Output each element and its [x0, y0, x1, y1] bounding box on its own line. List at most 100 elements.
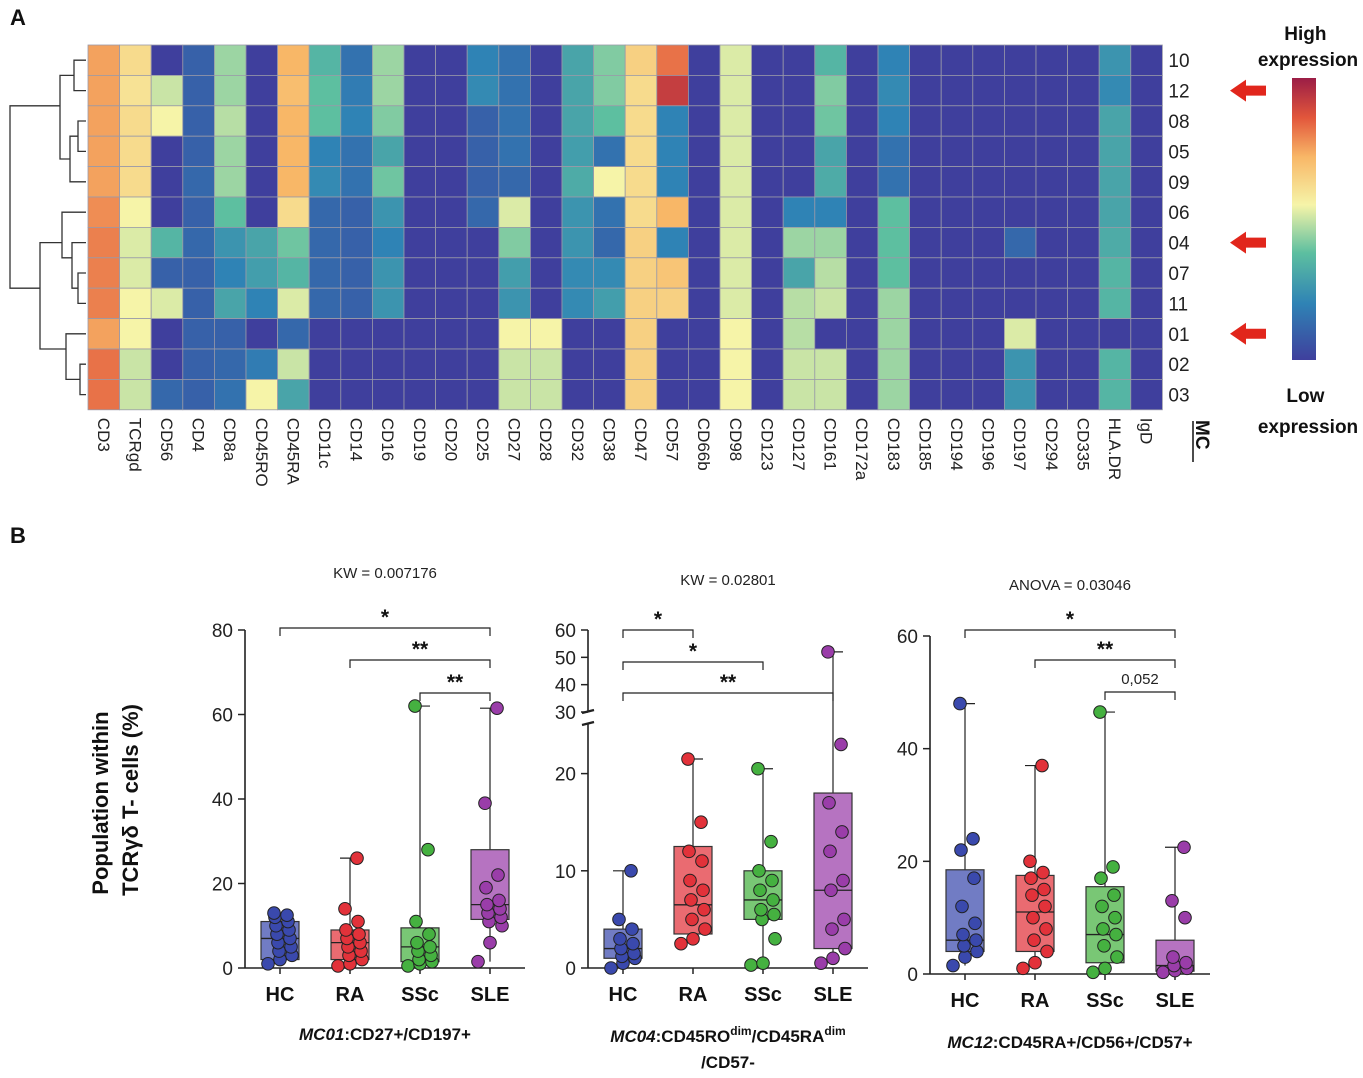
heatmap-cell — [846, 135, 879, 167]
heatmap-column-label: CD4 — [189, 418, 208, 452]
panel-x-label-rest: :CD27+/CD197+ — [344, 1025, 471, 1044]
heatmap-cell — [308, 44, 342, 76]
panel-title: ANOVA = 0.03046 — [1009, 577, 1131, 594]
significance-label: 0,052 — [1121, 671, 1159, 688]
heatmap-cell — [782, 318, 816, 350]
y-axis-label-line1: Population within — [88, 711, 113, 894]
heatmap-cell — [688, 196, 721, 228]
heatmap-column-label: CD11c — [315, 418, 334, 469]
heatmap-cell — [498, 105, 531, 137]
significance-label: ** — [447, 671, 464, 694]
heatmap-cell — [909, 135, 942, 167]
x-tick-label: SSc — [401, 984, 439, 1006]
heatmap-cell — [1004, 348, 1037, 380]
data-point — [1023, 854, 1037, 869]
heatmap-cell — [213, 257, 247, 289]
heatmap-cell — [1098, 318, 1132, 350]
data-point — [1108, 910, 1122, 925]
data-point — [478, 796, 492, 811]
heatmap-cell — [1035, 75, 1069, 107]
data-point — [612, 912, 626, 927]
panel-a-label: A — [10, 5, 26, 30]
heatmap-cell — [624, 135, 658, 167]
heatmap-cell — [403, 166, 437, 198]
data-point — [261, 956, 275, 971]
data-point — [625, 922, 639, 936]
heatmap-cell — [1098, 75, 1132, 107]
y-tick-label: 60 — [212, 706, 233, 727]
data-point — [744, 958, 758, 972]
heatmap-cell — [1035, 318, 1069, 350]
heatmap-cell — [371, 105, 405, 137]
heatmap-cell — [498, 196, 531, 228]
y-tick-label: 0 — [222, 959, 233, 980]
heatmap-column-label: CD123 — [757, 418, 776, 471]
heatmap-cell — [245, 348, 279, 380]
heatmap-cell — [940, 287, 974, 320]
heatmap-column-label: CD127 — [789, 418, 808, 471]
heatmap-cell — [940, 348, 974, 380]
dendrogram — [9, 59, 86, 396]
heatmap-cell — [940, 75, 974, 107]
data-point — [1098, 961, 1112, 976]
heatmap-cell — [498, 44, 531, 76]
data-point — [681, 752, 695, 766]
data-point — [826, 951, 840, 966]
heatmap-cell — [561, 348, 595, 380]
heatmap-cell — [1035, 348, 1069, 380]
heatmap-column-label: CD335 — [1073, 418, 1092, 471]
heatmap-column-label: CD14 — [347, 418, 366, 461]
heatmap-cell — [245, 166, 279, 198]
data-point — [754, 902, 768, 917]
heatmap-cell — [150, 135, 184, 167]
significance-bracket — [419, 692, 491, 701]
heatmap-cell — [814, 226, 847, 259]
heatmap-cell — [909, 166, 942, 198]
heatmap-cell — [245, 378, 279, 411]
heatmap-cell — [182, 75, 215, 107]
y-tick-label: 60 — [897, 627, 918, 648]
y-tick-label: 20 — [897, 852, 918, 873]
significance-label: * — [654, 608, 663, 631]
heatmap-cell — [308, 318, 342, 350]
heatmap-column-label: CD161 — [821, 418, 840, 471]
heatmap-cell — [371, 348, 405, 380]
heatmap-cell — [308, 135, 342, 167]
heatmap-cell — [593, 166, 626, 198]
heatmap-cell — [909, 44, 942, 76]
heatmap-cell — [593, 75, 626, 107]
heatmap-cell — [656, 287, 689, 320]
heatmap-cell — [530, 166, 563, 198]
heatmap-cell — [119, 348, 152, 380]
heatmap-cell — [150, 226, 184, 259]
heatmap-cell — [656, 378, 689, 411]
heatmap-cell — [624, 257, 658, 289]
heatmap-cell — [624, 44, 658, 76]
data-point — [823, 844, 837, 859]
heatmap-cell — [593, 196, 626, 228]
data-point — [1095, 899, 1109, 914]
heatmap-cell — [435, 318, 468, 350]
heatmap-cell — [782, 226, 816, 259]
heatmap-column-label: CD25 — [473, 418, 492, 461]
heatmap-column-label: CD45RO — [252, 418, 271, 487]
data-point — [837, 912, 851, 927]
heatmap-column-label: CD8a — [220, 418, 239, 462]
heatmap-cell — [119, 105, 152, 137]
heatmap-row-label: 12 — [1168, 82, 1189, 103]
heatmap-cell — [466, 105, 500, 137]
data-point — [684, 893, 698, 907]
heatmap-cell — [624, 378, 658, 411]
heatmap-cell — [119, 135, 152, 167]
heatmap-cell — [688, 378, 721, 411]
heatmap-cell — [245, 44, 279, 76]
heatmap-cell — [909, 226, 942, 259]
data-point — [834, 737, 848, 752]
heatmap-cell — [340, 378, 373, 411]
dendrogram-branch — [73, 59, 86, 92]
data-point — [480, 897, 494, 912]
data-point — [409, 914, 423, 929]
heatmap-cell — [593, 135, 626, 167]
heatmap-cell — [1067, 257, 1100, 289]
heatmap-cell — [624, 196, 658, 228]
